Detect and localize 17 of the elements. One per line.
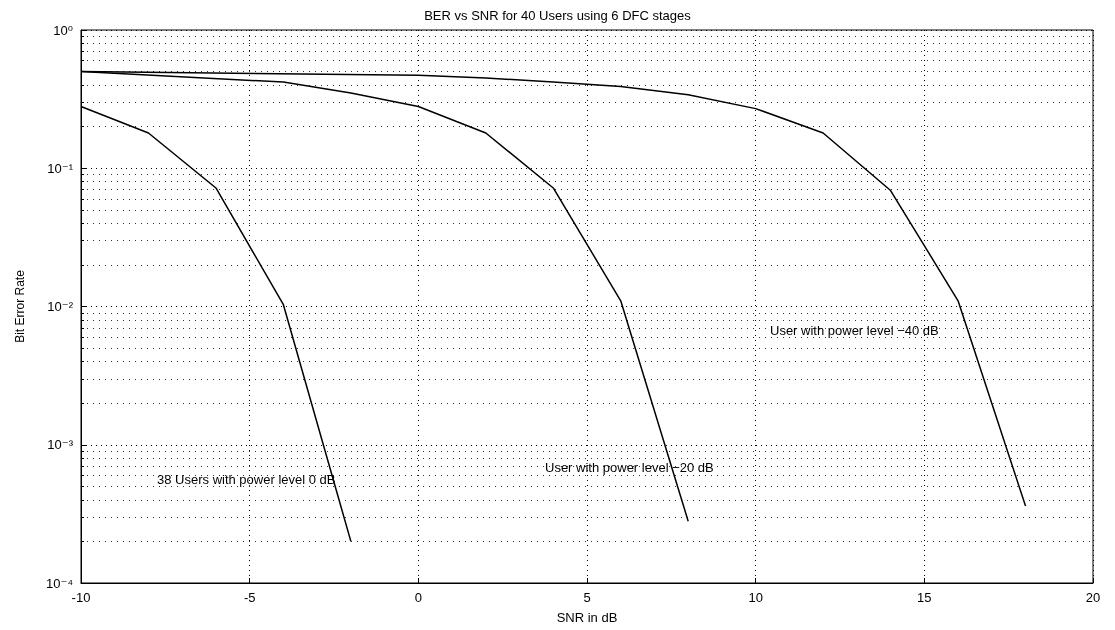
y-tick-label: 10⁻⁴ [46,575,73,591]
annotation: User with power level −40 dB [770,322,939,338]
x-tick-label: 15 [917,590,932,605]
y-tick-label: 10⁻¹ [47,160,74,176]
x-tick-label: 10 [748,590,763,605]
y-axis-title: Bit Error Rate [13,269,27,343]
x-axis-title: SNR in dB [556,610,618,625]
y-tick-label: 10⁻² [47,299,74,314]
x-tick-label: -5 [243,590,256,605]
x-tick-label: 5 [583,590,591,605]
y-tick-label: 10⁻³ [47,437,74,453]
annotation: User with power level −20 dB [545,459,714,475]
y-tick-label: 10⁰ [53,22,73,38]
chart-title: BER vs SNR for 40 Users using 6 DFC stages [424,8,692,23]
x-tick-label: -10 [71,590,91,605]
x-tick-label: 20 [1085,590,1101,605]
x-tick-label: 0 [414,590,422,605]
